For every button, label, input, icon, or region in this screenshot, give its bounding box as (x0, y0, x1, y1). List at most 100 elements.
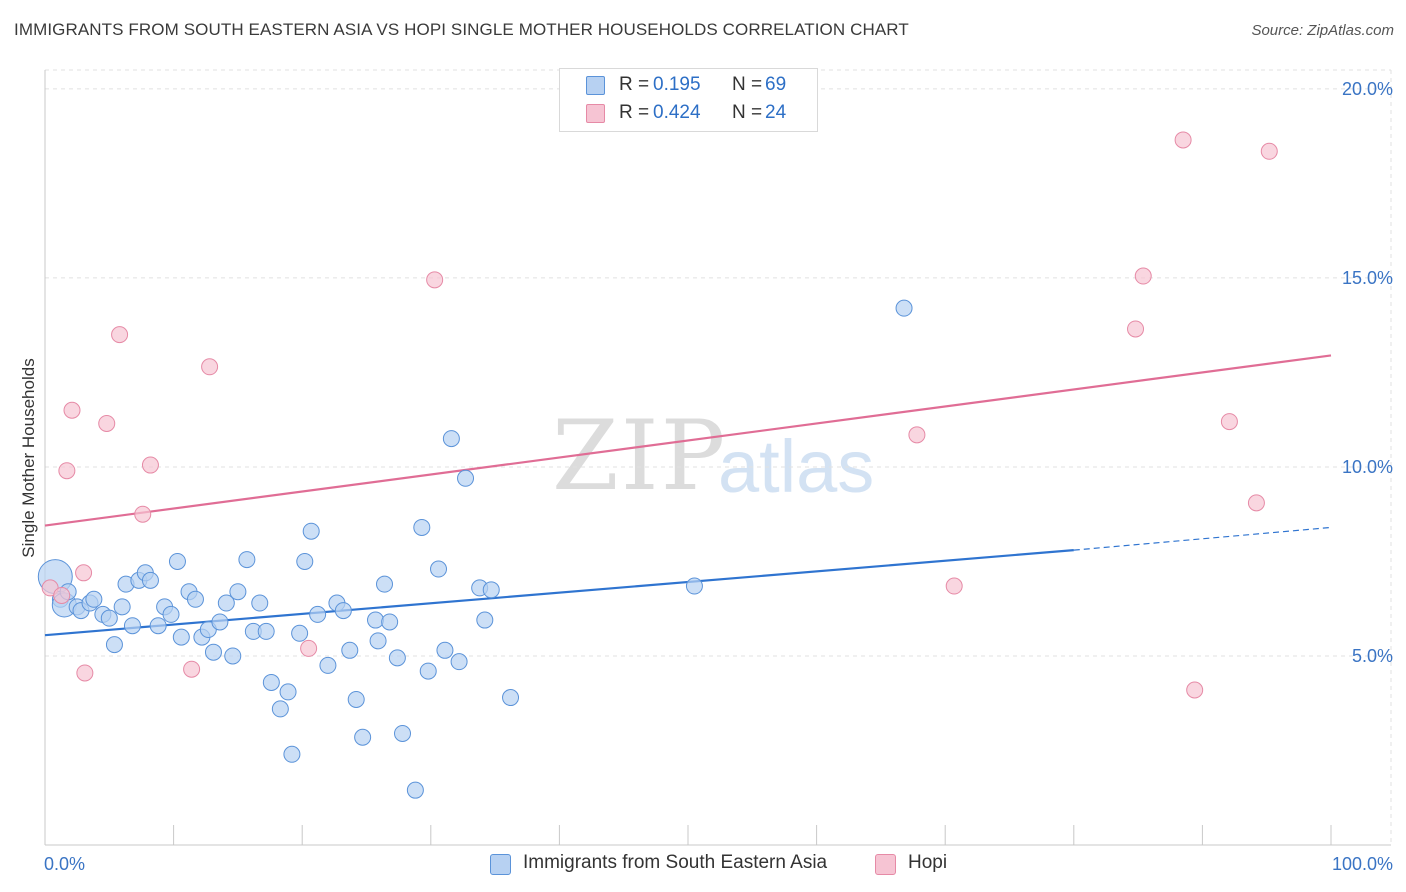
point-immigrants (172, 628, 190, 646)
point-hopi (75, 564, 93, 582)
point-immigrants (100, 609, 118, 627)
point-immigrants (238, 551, 256, 569)
point-immigrants (162, 605, 180, 623)
legend-swatch-pink (586, 104, 605, 123)
point-immigrants (224, 647, 242, 665)
point-hopi (300, 639, 318, 657)
point-immigrants (347, 690, 365, 708)
point-hopi (201, 358, 219, 376)
point-hopi (53, 586, 71, 604)
series-swatch-pink (875, 854, 896, 875)
x-tick-label: 100.0% (1332, 854, 1393, 874)
chart-source: Source: ZipAtlas.com (1251, 22, 1394, 39)
point-immigrants (354, 728, 372, 746)
point-hopi (1174, 131, 1192, 149)
watermark-zip: ZIP (552, 400, 728, 512)
point-immigrants (113, 598, 131, 616)
legend-r-value: 0.195 (653, 74, 701, 95)
point-hopi (945, 577, 963, 595)
point-immigrants (442, 430, 460, 448)
x-tick-label: 0.0% (44, 854, 85, 874)
point-hopi (1247, 494, 1265, 512)
point-immigrants (502, 689, 520, 707)
series-swatch-blue (490, 854, 511, 875)
legend-r-label: R = (619, 74, 650, 95)
point-immigrants (141, 571, 159, 589)
trend-line-immigrants-extension (1073, 526, 1332, 551)
point-immigrants (283, 745, 301, 763)
point-hopi (1127, 320, 1145, 338)
point-immigrants (388, 649, 406, 667)
point-immigrants (406, 781, 424, 799)
point-immigrants (394, 724, 412, 742)
point-immigrants (436, 641, 454, 659)
trend-line-hopi (44, 354, 1332, 527)
y-tick-label: 5.0% (1352, 646, 1393, 666)
point-immigrants (186, 590, 204, 608)
series-name: Immigrants from South Eastern Asia (523, 852, 828, 873)
point-hopi (76, 664, 94, 682)
series-name: Hopi (908, 852, 948, 873)
point-hopi (1134, 267, 1152, 285)
point-immigrants (291, 624, 309, 642)
y-tick-label: 15.0% (1342, 268, 1393, 288)
correlation-legend: R = 0.195 N = 69 R = 0.424 N = 24 (559, 68, 818, 132)
point-immigrants (105, 636, 123, 654)
point-immigrants (450, 653, 468, 671)
chart-title: IMMIGRANTS FROM SOUTH EASTERN ASIA VS HO… (14, 20, 909, 39)
point-hopi (183, 660, 201, 678)
legend-n-value: 69 (765, 74, 787, 95)
legend-n-label: N = (732, 74, 763, 95)
point-immigrants (341, 641, 359, 659)
point-immigrants (457, 469, 475, 487)
point-immigrants (217, 594, 235, 612)
point-immigrants (204, 643, 222, 661)
point-immigrants (168, 552, 186, 570)
point-hopi (134, 505, 152, 523)
point-immigrants (895, 299, 913, 317)
point-immigrants (85, 590, 103, 608)
point-immigrants (302, 522, 320, 540)
point-immigrants (381, 613, 399, 631)
legend-swatch-blue (586, 76, 605, 95)
point-hopi (111, 326, 129, 344)
point-immigrants (229, 583, 247, 601)
point-immigrants (419, 662, 437, 680)
point-immigrants (476, 611, 494, 629)
point-immigrants (482, 581, 500, 599)
gridlines (45, 69, 1392, 845)
point-immigrants (319, 656, 337, 674)
point-immigrants (369, 632, 387, 650)
point-hopi (1260, 142, 1278, 160)
point-immigrants (685, 577, 703, 595)
y-tick-label: 20.0% (1342, 79, 1393, 99)
point-hopi (63, 401, 81, 419)
tick-labels: 5.0% 10.0% 15.0% 20.0% 0.0% 100.0% (44, 79, 1393, 874)
point-immigrants (279, 683, 297, 701)
data-points (37, 131, 1278, 799)
y-tick-label: 10.0% (1342, 457, 1393, 477)
point-immigrants (271, 700, 289, 718)
point-hopi (58, 462, 76, 480)
point-immigrants (262, 673, 280, 691)
legend-r-value: 0.424 (653, 102, 701, 123)
point-immigrants (430, 560, 448, 578)
point-immigrants (211, 613, 229, 631)
point-immigrants (123, 617, 141, 635)
point-immigrants (413, 518, 431, 536)
axes (44, 70, 1391, 846)
point-immigrants (296, 552, 314, 570)
point-immigrants (367, 611, 385, 629)
point-immigrants (334, 602, 352, 620)
point-hopi (426, 271, 444, 289)
point-immigrants (251, 594, 269, 612)
legend-r-label: R = (619, 102, 650, 123)
point-hopi (908, 426, 926, 444)
point-hopi (98, 414, 116, 432)
point-immigrants (149, 617, 167, 635)
point-immigrants (309, 605, 327, 623)
point-immigrants (257, 622, 275, 640)
point-immigrants (376, 575, 394, 593)
point-hopi (1220, 413, 1238, 431)
